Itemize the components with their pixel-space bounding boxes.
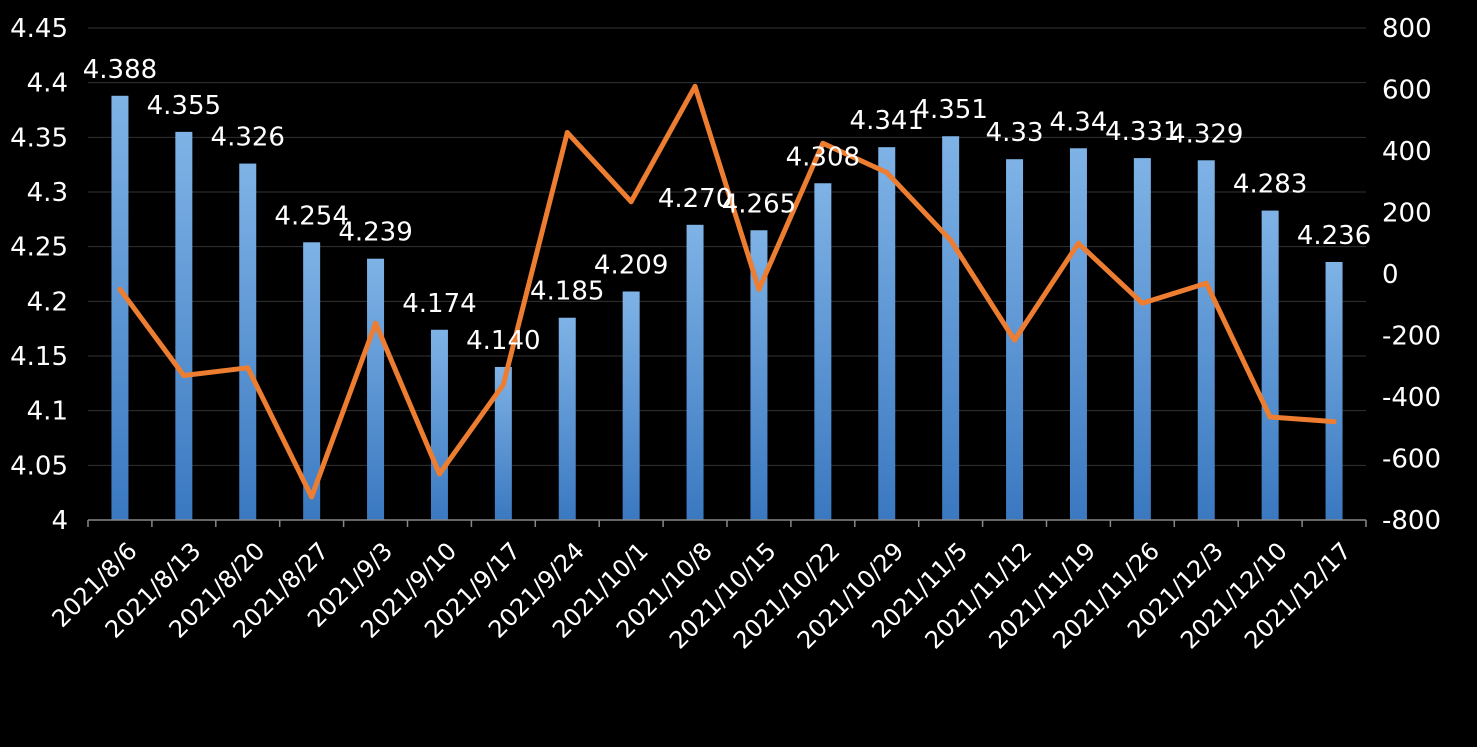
line-point [884,170,890,176]
right-tick-label: -400 [1382,383,1441,413]
line-point [1267,414,1273,420]
bar-data-label: 4.209 [594,250,668,280]
bar-data-label: 4.239 [338,218,412,248]
line-point [1075,240,1081,246]
line-point [628,199,634,205]
line-point [117,286,123,292]
left-tick-label: 4.45 [10,14,68,44]
line-point [500,382,506,388]
bar-data-label: 4.388 [83,55,157,85]
line-point [1012,337,1018,343]
bar-data-label: 4.351 [913,95,987,125]
bar [814,183,832,520]
bar-data-label: 4.329 [1169,119,1243,149]
bar-data-label: 4.283 [1233,170,1307,200]
bar-data-label: 4.174 [402,289,476,319]
line-series [117,83,1337,500]
right-tick-label: 0 [1382,260,1399,290]
bar-data-label: 4.341 [850,106,924,136]
bar [686,224,704,521]
x-axis-ticks: 2021/8/62021/8/132021/8/202021/8/272021/… [47,537,1357,655]
bar [367,258,385,520]
bar-data-label: 4.326 [211,123,285,153]
line-point [181,372,187,378]
bar [942,136,960,521]
line-point [1331,419,1337,425]
bar [239,163,257,520]
line-point [564,130,570,136]
bar [558,317,576,520]
left-tick-label: 4.25 [10,233,68,263]
right-axis-ticks: -800 -600 -400 -200 0 200 400 600 800 [1382,14,1441,536]
bar-series [111,95,1343,521]
line-point [1203,280,1209,286]
bar [494,366,512,520]
bar [750,230,768,520]
bar-data-label: 4.185 [530,277,604,307]
bar [111,95,129,520]
bar-data-label: 4.265 [722,189,796,219]
bar [303,242,321,520]
left-tick-label: 4.05 [10,451,68,481]
bar [1069,148,1087,520]
line-point [948,237,954,243]
bar [1325,261,1343,520]
line-point [756,286,762,292]
left-axis-ticks: 4 4.05 4.1 4.15 4.2 4.25 4.3 4.35 4.4 4.45 [10,14,68,536]
line-point [1139,300,1145,306]
line-point [692,83,698,89]
left-tick-label: 4.2 [27,287,68,317]
bar-data-label: 4.308 [786,142,860,172]
bar-data-label: 4.270 [658,184,732,214]
right-tick-label: -200 [1382,322,1441,352]
bar [878,147,896,520]
left-tick-label: 4 [51,506,68,536]
right-tick-label: 200 [1382,199,1432,229]
bar-data-label: 4.236 [1297,221,1371,251]
right-tick-label: 400 [1382,137,1432,167]
right-tick-label: 600 [1382,76,1432,106]
bar [1133,158,1151,520]
line-point [309,494,315,500]
bar-data-label: 4.33 [986,118,1044,148]
bar-data-label: 4.355 [147,91,221,121]
bar [1261,210,1279,520]
right-tick-label: 800 [1382,14,1432,44]
bar [430,329,448,520]
line-point [245,365,251,371]
line-point [373,320,379,326]
bar [622,291,640,520]
line-point [820,140,826,146]
left-tick-label: 4.15 [10,342,68,372]
bar-data-label: 4.254 [274,201,348,231]
right-tick-label: -600 [1382,445,1441,475]
bar-data-label: 4.140 [466,326,540,356]
axes [87,519,1367,527]
left-tick-label: 4.4 [27,69,68,99]
line-path [117,83,1337,500]
right-tick-label: -800 [1382,506,1441,536]
bar [175,131,193,520]
left-tick-label: 4.3 [27,178,68,208]
bar-data-label: 4.34 [1050,107,1108,137]
gridlines [88,27,1366,466]
bar [1197,160,1215,520]
left-tick-label: 4.1 [27,397,68,427]
bar-data-label: 4.331 [1105,117,1179,147]
line-point [436,471,442,477]
left-tick-label: 4.35 [10,123,68,153]
